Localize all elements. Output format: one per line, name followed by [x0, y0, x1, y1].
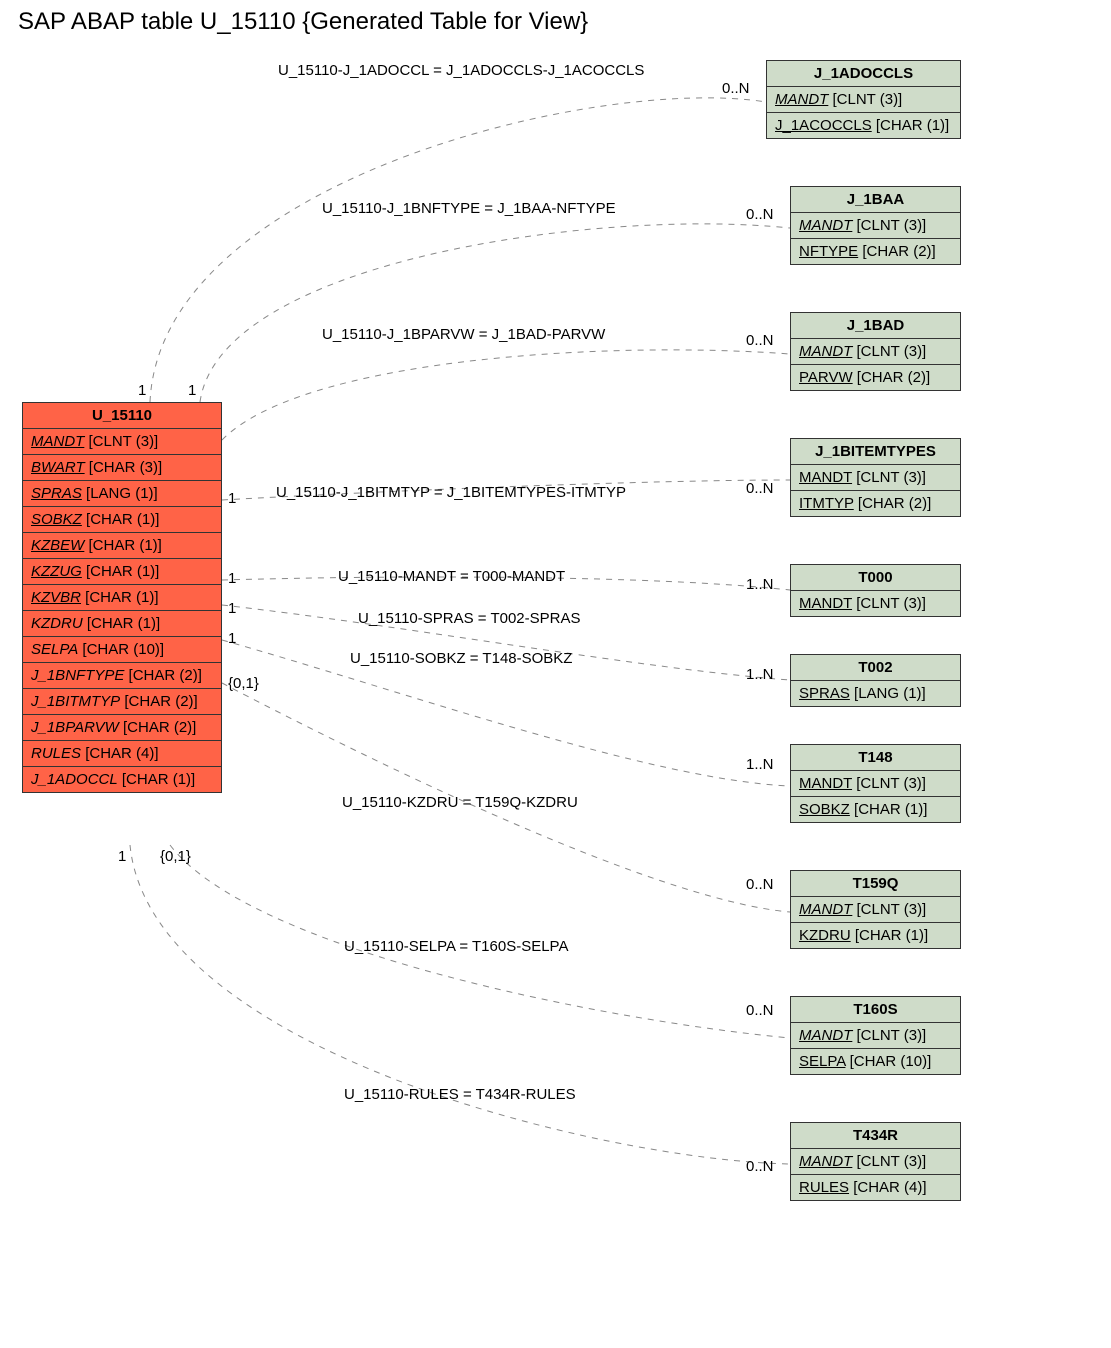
- ref-table: J_1BADMANDT [CLNT (3)]PARVW [CHAR (2)]: [790, 312, 961, 391]
- table-field: SELPA [CHAR (10)]: [23, 637, 221, 663]
- table-field: RULES [CHAR (4)]: [23, 741, 221, 767]
- cardinality-label: 1: [228, 490, 236, 507]
- ref-table-header: T160S: [791, 997, 960, 1023]
- ref-table: T434RMANDT [CLNT (3)]RULES [CHAR (4)]: [790, 1122, 961, 1201]
- cardinality-label: 0..N: [746, 480, 774, 497]
- ref-table-header: J_1BITEMTYPES: [791, 439, 960, 465]
- table-field: SELPA [CHAR (10)]: [791, 1049, 960, 1074]
- table-field: NFTYPE [CHAR (2)]: [791, 239, 960, 264]
- table-field: MANDT [CLNT (3)]: [791, 897, 960, 923]
- page-title: SAP ABAP table U_15110 {Generated Table …: [18, 8, 588, 36]
- cardinality-label: 1..N: [746, 756, 774, 773]
- cardinality-label: 0..N: [722, 80, 750, 97]
- ref-table: T159QMANDT [CLNT (3)]KZDRU [CHAR (1)]: [790, 870, 961, 949]
- table-field: KZDRU [CHAR (1)]: [23, 611, 221, 637]
- cardinality-label: 0..N: [746, 876, 774, 893]
- main-table: U_15110MANDT [CLNT (3)]BWART [CHAR (3)]S…: [22, 402, 222, 793]
- table-field: RULES [CHAR (4)]: [791, 1175, 960, 1200]
- ref-table: J_1BITEMTYPESMANDT [CLNT (3)]ITMTYP [CHA…: [790, 438, 961, 517]
- table-field: MANDT [CLNT (3)]: [791, 465, 960, 491]
- table-field: MANDT [CLNT (3)]: [23, 429, 221, 455]
- ref-table-header: T434R: [791, 1123, 960, 1149]
- table-field: SPRAS [LANG (1)]: [791, 681, 960, 706]
- edge-label: U_15110-SPRAS = T002-SPRAS: [358, 610, 580, 627]
- table-field: BWART [CHAR (3)]: [23, 455, 221, 481]
- edge-label: U_15110-KZDRU = T159Q-KZDRU: [342, 794, 578, 811]
- edge-label: U_15110-J_1BNFTYPE = J_1BAA-NFTYPE: [322, 200, 616, 217]
- cardinality-label: {0,1}: [160, 848, 191, 865]
- edge-label: U_15110-J_1BPARVW = J_1BAD-PARVW: [322, 326, 605, 343]
- table-field: KZBEW [CHAR (1)]: [23, 533, 221, 559]
- edge-label: U_15110-SELPA = T160S-SELPA: [344, 938, 568, 955]
- edge-label: U_15110-J_1ADOCCL = J_1ADOCCLS-J_1ACOCCL…: [278, 62, 644, 79]
- ref-table-header: T002: [791, 655, 960, 681]
- ref-table-header: J_1BAD: [791, 313, 960, 339]
- ref-table: T000MANDT [CLNT (3)]: [790, 564, 961, 617]
- table-field: J_1ADOCCL [CHAR (1)]: [23, 767, 221, 792]
- ref-table: J_1ADOCCLSMANDT [CLNT (3)]J_1ACOCCLS [CH…: [766, 60, 961, 139]
- ref-table: T002SPRAS [LANG (1)]: [790, 654, 961, 707]
- cardinality-label: 1: [188, 382, 196, 399]
- ref-table-header: T000: [791, 565, 960, 591]
- table-field: KZVBR [CHAR (1)]: [23, 585, 221, 611]
- edge-label: U_15110-J_1BITMTYP = J_1BITEMTYPES-ITMTY…: [276, 484, 626, 501]
- cardinality-label: 0..N: [746, 1002, 774, 1019]
- ref-table-header: J_1ADOCCLS: [767, 61, 960, 87]
- table-field: J_1BNFTYPE [CHAR (2)]: [23, 663, 221, 689]
- cardinality-label: 1..N: [746, 576, 774, 593]
- ref-table-header: T148: [791, 745, 960, 771]
- table-field: MANDT [CLNT (3)]: [791, 1149, 960, 1175]
- cardinality-label: 0..N: [746, 332, 774, 349]
- cardinality-label: {0,1}: [228, 675, 259, 692]
- table-field: SPRAS [LANG (1)]: [23, 481, 221, 507]
- edge-label: U_15110-SOBKZ = T148-SOBKZ: [350, 650, 572, 667]
- ref-table: T148MANDT [CLNT (3)]SOBKZ [CHAR (1)]: [790, 744, 961, 823]
- table-field: MANDT [CLNT (3)]: [791, 213, 960, 239]
- table-field: KZZUG [CHAR (1)]: [23, 559, 221, 585]
- edge-label: U_15110-RULES = T434R-RULES: [344, 1086, 576, 1103]
- table-field: MANDT [CLNT (3)]: [791, 1023, 960, 1049]
- cardinality-label: 0..N: [746, 1158, 774, 1175]
- ref-table-header: J_1BAA: [791, 187, 960, 213]
- ref-table: J_1BAAMANDT [CLNT (3)]NFTYPE [CHAR (2)]: [790, 186, 961, 265]
- edge-label: U_15110-MANDT = T000-MANDT: [338, 568, 565, 585]
- table-field: J_1BITMTYP [CHAR (2)]: [23, 689, 221, 715]
- table-field: SOBKZ [CHAR (1)]: [23, 507, 221, 533]
- table-field: MANDT [CLNT (3)]: [791, 771, 960, 797]
- table-field: MANDT [CLNT (3)]: [791, 339, 960, 365]
- table-field: SOBKZ [CHAR (1)]: [791, 797, 960, 822]
- table-field: ITMTYP [CHAR (2)]: [791, 491, 960, 516]
- ref-table-header: T159Q: [791, 871, 960, 897]
- cardinality-label: 1: [138, 382, 146, 399]
- ref-table: T160SMANDT [CLNT (3)]SELPA [CHAR (10)]: [790, 996, 961, 1075]
- table-field: J_1ACOCCLS [CHAR (1)]: [767, 113, 960, 138]
- main-table-header: U_15110: [23, 403, 221, 429]
- table-field: PARVW [CHAR (2)]: [791, 365, 960, 390]
- cardinality-label: 1: [228, 630, 236, 647]
- table-field: J_1BPARVW [CHAR (2)]: [23, 715, 221, 741]
- table-field: MANDT [CLNT (3)]: [767, 87, 960, 113]
- cardinality-label: 1..N: [746, 666, 774, 683]
- cardinality-label: 1: [118, 848, 126, 865]
- cardinality-label: 1: [228, 600, 236, 617]
- cardinality-label: 1: [228, 570, 236, 587]
- cardinality-label: 0..N: [746, 206, 774, 223]
- table-field: MANDT [CLNT (3)]: [791, 591, 960, 616]
- table-field: KZDRU [CHAR (1)]: [791, 923, 960, 948]
